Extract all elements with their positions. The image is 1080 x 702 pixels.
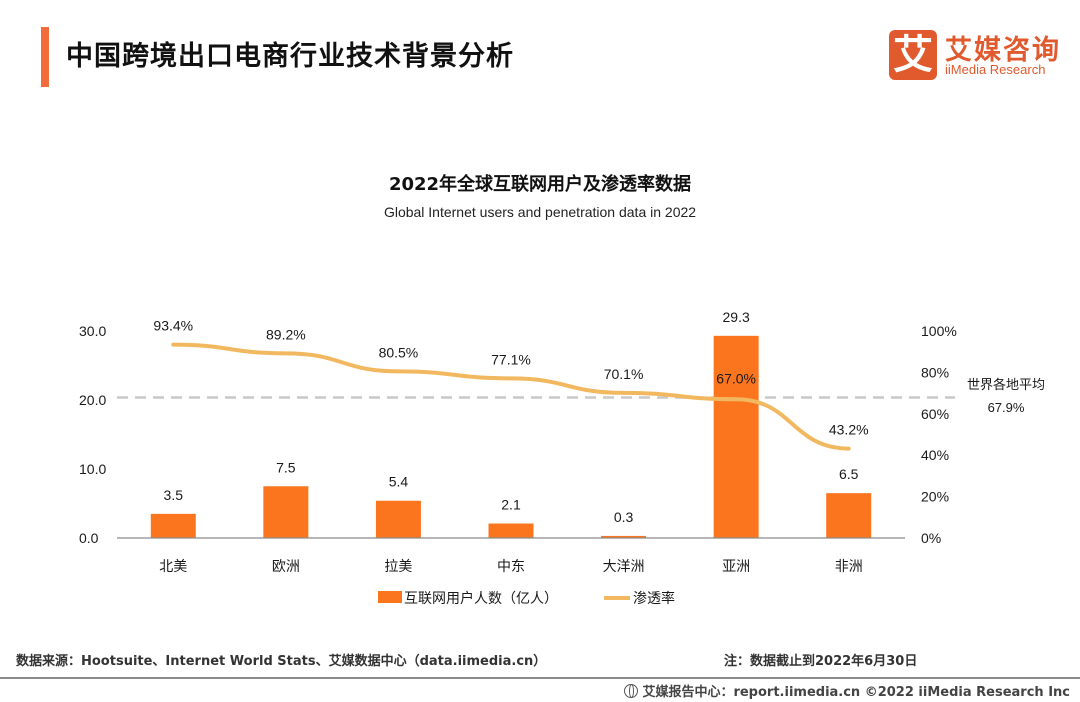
- logo-mark-icon: 艾: [889, 30, 937, 80]
- average-value-label: 67.9%: [988, 400, 1025, 415]
- line-value-label-6: 43.2%: [829, 422, 869, 438]
- left-tick-label-0: 0.0: [79, 530, 99, 546]
- chart-subtitle: Global Internet users and penetration da…: [383, 204, 697, 220]
- right-tick-label-2: 40%: [921, 447, 949, 463]
- legend-bar-label: 互联网用户人数（亿人）: [404, 590, 558, 606]
- logo-name-en: iiMedia Research: [945, 62, 1046, 77]
- bar-6: [826, 493, 872, 538]
- iimedia-logo: 艾 艾媒咨询 iiMedia Research: [889, 30, 1069, 80]
- chart-title: 2022年全球互联网用户及渗透率数据: [388, 174, 692, 195]
- footer-copyright: 艾媒报告中心：report.iimedia.cn ©2022 iiMedia R…: [624, 681, 1070, 700]
- left-tick-label-3: 30.0: [79, 323, 106, 339]
- chart-canvas: 北美 欧洲 拉美 中东 大洋洲 亚洲 非洲 0.0 10.0 20.0 30.0 0% 20% 40% 60…: [79, 309, 1045, 606]
- bar-value-label-3: 2.1: [501, 497, 521, 513]
- x-tick-label-2: 拉美: [384, 558, 412, 574]
- right-tick-label-5: 100%: [921, 323, 957, 339]
- x-tick-label-6: 非洲: [835, 558, 863, 574]
- logo-name-cn: 艾媒咨询: [945, 35, 1061, 66]
- x-tick-label-5: 亚洲: [722, 558, 750, 574]
- bar-3: [488, 523, 534, 538]
- bar-4: [601, 535, 647, 538]
- bar-value-label-2: 5.4: [389, 474, 409, 490]
- bar-2: [375, 500, 421, 538]
- line-value-label-2: 80.5%: [379, 344, 419, 360]
- title-accent-bar: [41, 27, 49, 87]
- bar-5: [713, 335, 759, 538]
- line-value-label-0: 93.4%: [153, 318, 193, 334]
- footer-copyright-text: 艾媒报告中心：report.iimedia.cn ©2022 iiMedia R…: [642, 685, 1070, 700]
- x-tick-label-1: 欧洲: [272, 558, 300, 574]
- bar-0: [150, 513, 196, 538]
- line-value-label-3: 77.1%: [491, 351, 531, 367]
- x-tick-label-4: 大洋洲: [603, 558, 645, 574]
- data-source: 数据来源：Hootsuite、Internet World Stats、艾媒数据…: [16, 654, 547, 669]
- legend-line-label: 渗透率: [633, 590, 675, 606]
- left-tick-label-2: 20.0: [79, 392, 106, 408]
- legend-bar-swatch: [378, 591, 402, 603]
- data-note: 注：数据截止到2022年6月30日: [724, 654, 918, 669]
- bar-value-label-5: 29.3: [723, 309, 750, 325]
- left-tick-label-1: 10.0: [79, 461, 106, 477]
- bar-value-label-4: 0.3: [614, 509, 634, 525]
- right-tick-label-1: 20%: [921, 489, 949, 505]
- average-label: 世界各地平均: [967, 377, 1045, 392]
- right-tick-label-3: 60%: [921, 406, 949, 422]
- line-value-label-5: 67.0%: [716, 370, 756, 386]
- bar-1: [263, 486, 309, 538]
- right-tick-label-4: 80%: [921, 364, 949, 380]
- x-tick-label-3: 中东: [497, 558, 525, 574]
- bar-value-label-1: 7.5: [276, 459, 296, 475]
- bar-value-label-0: 3.5: [164, 487, 184, 503]
- globe-icon: [624, 684, 639, 698]
- x-tick-label-0: 北美: [159, 558, 187, 574]
- footer-divider: [0, 677, 1080, 679]
- right-tick-label-0: 0%: [921, 530, 941, 546]
- page-title: 中国跨境出口电商行业技术背景分析: [66, 41, 514, 72]
- bar-value-label-6: 6.5: [839, 466, 859, 482]
- line-value-label-4: 70.1%: [604, 366, 644, 382]
- line-value-label-1: 89.2%: [266, 326, 306, 342]
